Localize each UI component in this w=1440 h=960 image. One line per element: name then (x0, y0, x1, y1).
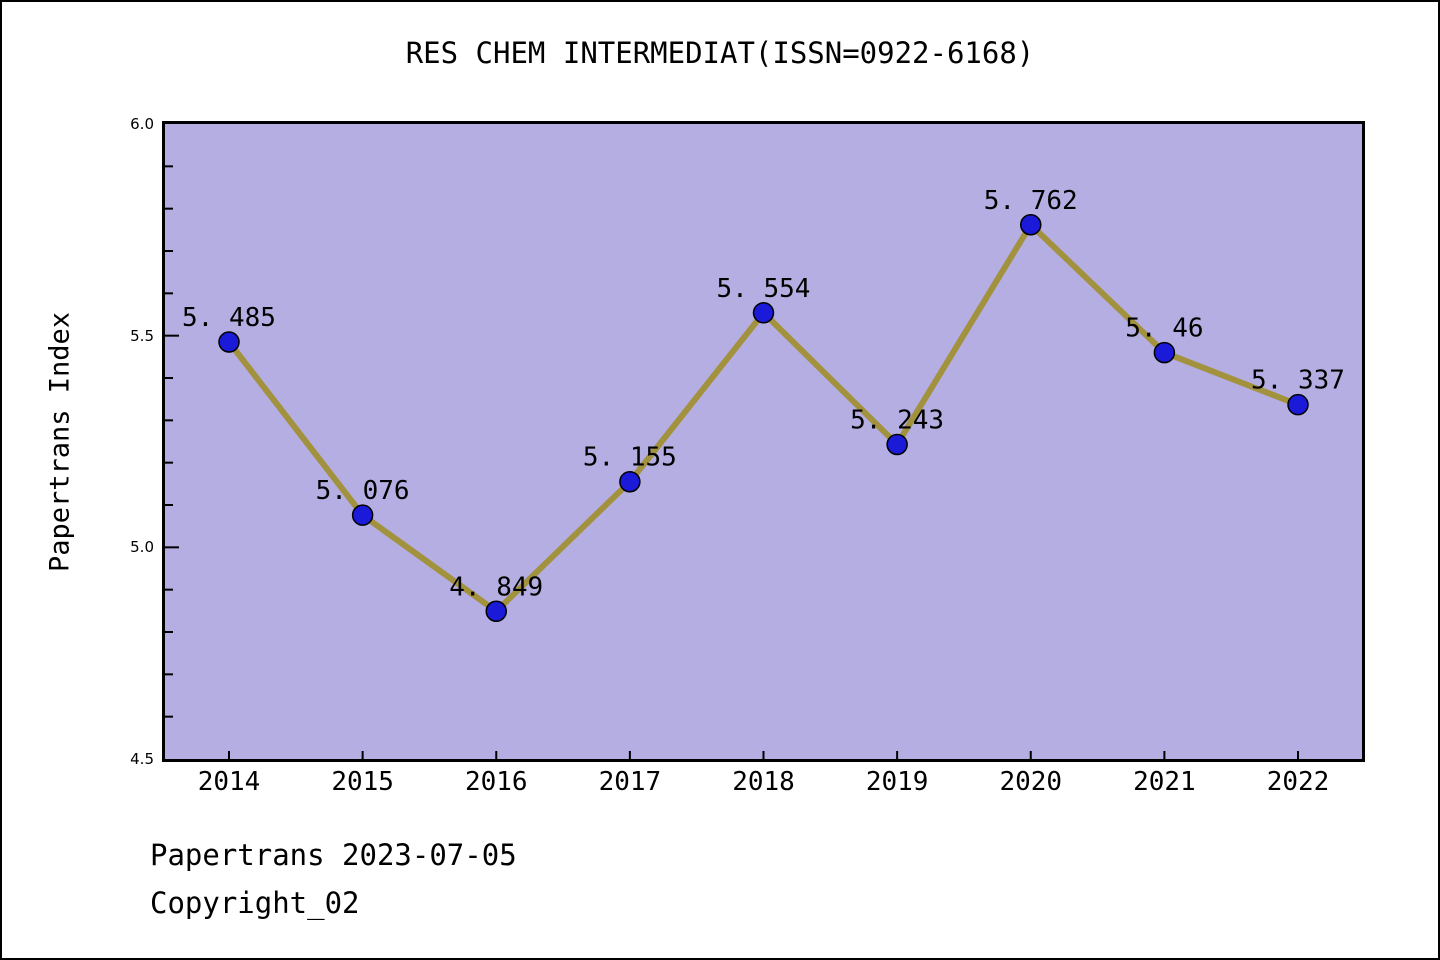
data-point-label: 5. 243 (850, 405, 944, 435)
x-tick-label: 2014 (197, 767, 261, 797)
data-point (218, 331, 240, 353)
y-tick-label: 4.5 (130, 750, 154, 768)
data-point (1153, 341, 1176, 364)
data-point (1287, 393, 1309, 416)
x-tick-label: 2021 (1133, 767, 1196, 797)
plot-area: 5. 485 5. 076 4. 849 5. 155 5. 554 5. 243 5. 7… (162, 121, 1365, 762)
data-point (485, 600, 507, 623)
data-point (752, 302, 775, 324)
data-point-label: 5. 076 (316, 476, 410, 506)
x-tick-label: 2018 (732, 767, 795, 797)
data-point (886, 433, 908, 456)
chart-title: RES CHEM INTERMEDIAT(ISSN=0922-6168) (405, 36, 1035, 70)
x-tick-label: 2020 (999, 767, 1063, 797)
data-point-label: 5. 46 (1125, 314, 1203, 344)
data-point (351, 504, 374, 526)
data-point-label: 5. 155 (583, 443, 677, 473)
y-axis-label: Papertrans Index (44, 311, 76, 573)
data-point-label: 5. 485 (182, 303, 276, 333)
data-point (1020, 214, 1042, 236)
x-tick-label: 2022 (1266, 767, 1330, 797)
footer-copyright: Copyright_02 (150, 886, 360, 920)
line-chart: 5. 485 5. 076 4. 849 5. 155 5. 554 5. 243 5. 7… (165, 165, 1345, 759)
x-tick-label: 2017 (598, 767, 662, 797)
data-point-label: 4. 849 (449, 572, 543, 602)
data-point (619, 470, 641, 493)
y-tick-label: 5.0 (130, 538, 154, 557)
y-tick-label: 6.0 (130, 115, 154, 133)
x-tick-label: 2016 (464, 767, 528, 797)
data-point-label: 5. 554 (717, 274, 811, 304)
data-point-label: 5. 762 (984, 186, 1078, 216)
footer-watermark-date: Papertrans 2023-07-05 (150, 838, 517, 872)
x-tick-label: 2019 (865, 767, 929, 797)
data-point-label: 5. 337 (1251, 366, 1345, 396)
y-tick-label: 5.5 (130, 326, 154, 345)
x-tick-label: 2015 (331, 767, 394, 797)
